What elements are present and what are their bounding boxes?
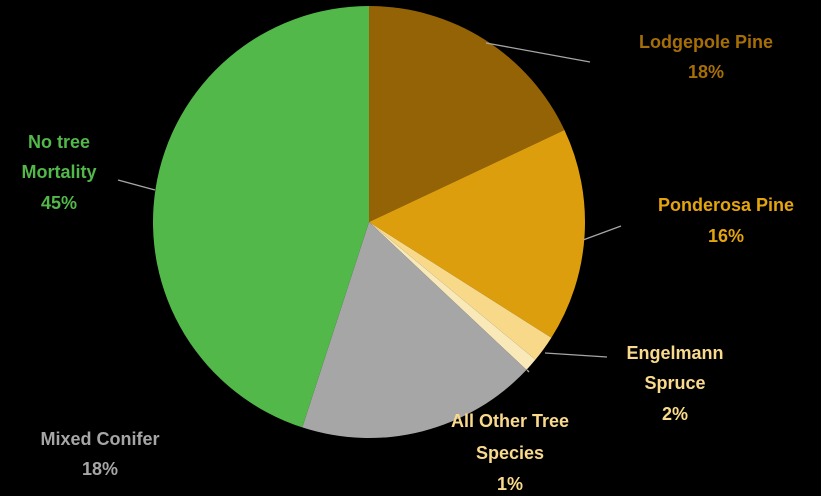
category-label: Lodgepole Pine	[639, 32, 773, 52]
label-lodgepole-pine: Lodgepole Pine 18%	[639, 32, 773, 82]
category-label: Ponderosa Pine	[658, 195, 794, 215]
slice-labels: Lodgepole Pine 18% Ponderosa Pine 16% Engelm…	[21, 32, 794, 494]
slice-ponderosa-pine	[369, 130, 585, 338]
slice-mixed-conifer	[302, 222, 527, 439]
slice-lodgepole-pine	[369, 6, 565, 222]
slice-engelmann-spruce	[369, 222, 552, 360]
value-label: 45%	[41, 193, 77, 213]
category-label: Engelmann	[626, 343, 723, 363]
leader-line-lodgepole-pine	[485, 42, 591, 63]
label-all-other-tree-species: All Other Tree Species 1%	[451, 411, 569, 494]
label-engelmann-spruce: Engelmann Spruce 2%	[626, 343, 723, 424]
leader-line-engelmann-spruce	[544, 352, 608, 358]
slice-all-other-tree-species	[369, 222, 536, 370]
value-label: 18%	[688, 62, 724, 82]
category-label: Spruce	[644, 373, 705, 393]
pie-slices	[152, 6, 585, 439]
value-label: 18%	[82, 459, 118, 479]
category-label: Mixed Conifer	[40, 429, 159, 449]
category-label: No tree	[28, 132, 90, 152]
category-label: Species	[476, 443, 544, 463]
value-label: 1%	[497, 474, 523, 494]
leader-line-no-tree-mortality	[117, 179, 156, 191]
value-label: 2%	[662, 404, 688, 424]
label-ponderosa-pine: Ponderosa Pine 16%	[658, 195, 794, 246]
value-label: 16%	[708, 226, 744, 246]
category-label: All Other Tree	[451, 411, 569, 431]
slice-no-tree-mortality	[152, 6, 369, 428]
category-label: Mortality	[21, 162, 96, 182]
label-no-tree-mortality: No tree Mortality 45%	[21, 132, 96, 213]
label-mixed-conifer: Mixed Conifer 18%	[40, 429, 159, 479]
leader-line-ponderosa-pine	[582, 225, 622, 241]
leader-line-all-other-tree-species	[526, 369, 530, 373]
leader-lines	[117, 42, 622, 373]
